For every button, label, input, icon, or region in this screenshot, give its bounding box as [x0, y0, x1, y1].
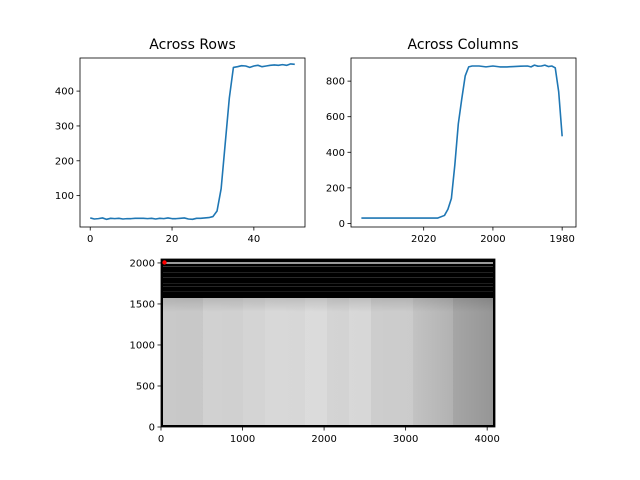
- columns-chart-frame: [350, 57, 577, 228]
- columns-chart-x-tick-label: 1980: [549, 234, 574, 245]
- rows-chart-title: Across Rows: [149, 37, 236, 53]
- image-x-tick-label: 0: [158, 434, 164, 445]
- rows-chart-x-tick-label: 40: [247, 234, 260, 245]
- image-y-tick-label: 0: [149, 423, 155, 434]
- rows-profile-chart: Across Rows 0 20 40 100 200 300 400: [55, 37, 306, 245]
- rows-chart-y-tick-label: 100: [55, 191, 74, 202]
- columns-chart-y-tick-label: 400: [326, 148, 345, 159]
- columns-chart-title: Across Columns: [408, 37, 519, 53]
- rows-chart-x-tick-label: 20: [166, 234, 179, 245]
- columns-chart-y-tick-label: 200: [326, 183, 345, 194]
- image-y-tick-label: 1000: [130, 340, 155, 351]
- columns-chart-y-tick-label: 600: [326, 112, 345, 123]
- image-y-tick-label: 2000: [130, 258, 155, 269]
- rows-profile-line: [90, 63, 295, 221]
- image-y-tick-label: 1500: [130, 299, 155, 310]
- rows-chart-x-tick-label: 0: [87, 234, 93, 245]
- rows-chart-y-tick-label: 200: [55, 156, 74, 167]
- detector-image-plot: 0 1000 2000 3000 4000 0 500 1000 1500 2000: [130, 258, 500, 445]
- rows-chart-y-tick-label: 400: [55, 87, 74, 98]
- columns-chart-y-tick-label: 800: [326, 77, 345, 88]
- rows-chart-frame: [79, 57, 306, 228]
- columns-profile-line: [361, 64, 563, 219]
- columns-chart-x-tick-label: 2000: [480, 234, 505, 245]
- columns-chart-y-tick-label: 0: [339, 219, 345, 230]
- image-frame: [160, 258, 496, 428]
- detector-marker: [162, 260, 167, 265]
- detector-image: [161, 259, 495, 427]
- rows-chart-y-tick-label: 300: [55, 121, 74, 132]
- image-x-tick-label: 1000: [230, 434, 255, 445]
- image-x-tick-label: 4000: [474, 434, 499, 445]
- columns-profile-chart: Across Columns 2020 2000 1980 0 200 400 600 80…: [326, 37, 577, 245]
- columns-chart-x-tick-label: 2020: [411, 234, 436, 245]
- image-y-tick-label: 500: [136, 381, 155, 392]
- image-x-tick-label: 2000: [311, 434, 336, 445]
- image-x-tick-label: 3000: [393, 434, 418, 445]
